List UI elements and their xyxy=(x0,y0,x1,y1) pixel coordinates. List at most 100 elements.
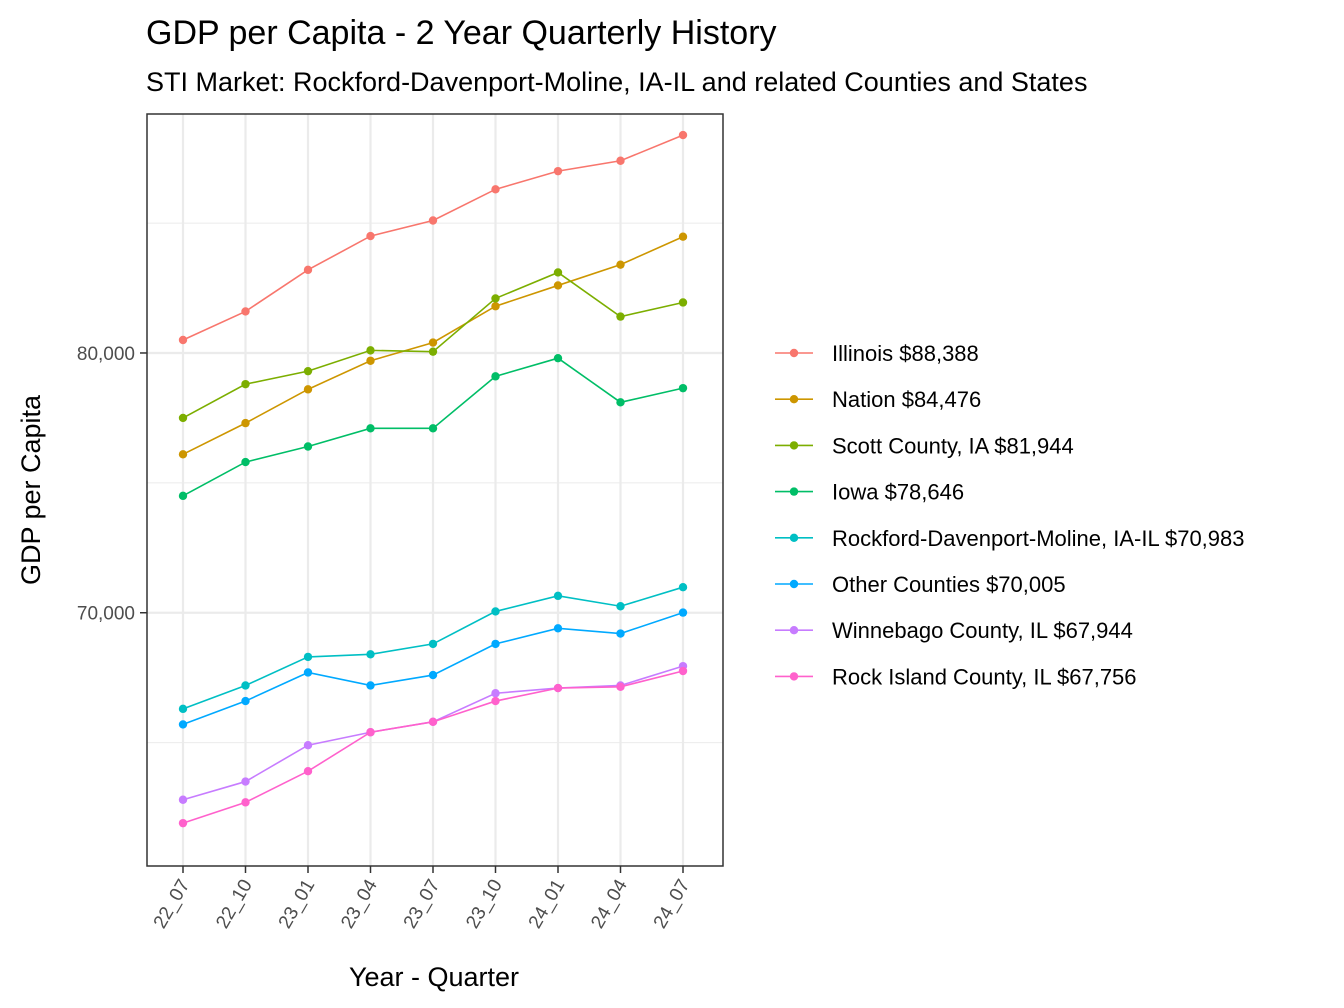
data-point xyxy=(616,398,625,407)
data-point xyxy=(491,185,500,194)
legend-key-point xyxy=(789,672,799,681)
legend-item: Iowa $78,646 xyxy=(775,480,964,505)
x-tick-label: 22_10 xyxy=(212,876,257,932)
legend-key-point xyxy=(789,533,799,542)
series-5 xyxy=(178,608,688,729)
data-point xyxy=(178,795,188,804)
data-point xyxy=(428,424,438,433)
data-point xyxy=(553,281,563,290)
legend-key-point xyxy=(789,441,799,450)
x-tick-label: 23_01 xyxy=(275,876,320,932)
data-point xyxy=(241,777,250,786)
data-point xyxy=(178,818,188,828)
x-tick-label: 24_04 xyxy=(587,876,632,933)
data-point xyxy=(553,166,563,176)
data-point xyxy=(366,231,375,241)
data-point xyxy=(616,682,625,691)
data-point xyxy=(553,268,563,277)
data-point xyxy=(678,583,688,592)
legend-item: Rockford-Davenport-Moline, IA-IL $70,983 xyxy=(775,526,1245,551)
series-2 xyxy=(178,268,688,423)
legend-item: Scott County, IA $81,944 xyxy=(775,433,1074,458)
series-layer xyxy=(178,130,688,828)
data-point xyxy=(678,383,688,393)
y-axis: 70,000 80,000 xyxy=(77,344,147,625)
data-point xyxy=(303,442,313,451)
chart-subtitle: STI Market: Rockford-Davenport-Moline, I… xyxy=(146,67,1087,97)
data-point xyxy=(366,346,375,355)
data-point xyxy=(178,450,188,459)
legend-label: Other Counties $70,005 xyxy=(832,572,1066,597)
y-tick-label: 70,000 xyxy=(77,604,135,625)
legend-item: Other Counties $70,005 xyxy=(775,572,1066,597)
y-axis-title: GDP per Capita xyxy=(16,394,46,585)
data-point xyxy=(241,681,250,690)
data-point xyxy=(491,639,500,649)
data-point xyxy=(553,591,563,601)
data-point xyxy=(553,683,563,693)
data-point xyxy=(678,608,688,617)
plot-background xyxy=(147,114,723,866)
data-point xyxy=(491,372,500,381)
data-point xyxy=(366,356,375,365)
plot-border xyxy=(146,113,724,867)
data-point xyxy=(178,720,188,729)
data-point xyxy=(303,265,313,275)
data-point xyxy=(616,312,625,321)
series-3 xyxy=(178,353,688,501)
legend-item: Rock Island County, IL $67,756 xyxy=(775,664,1137,689)
data-point xyxy=(241,379,250,389)
legend: Illinois $88,388 Nation $84,476 Scott Coun… xyxy=(775,341,1245,689)
y-tick-label: 80,000 xyxy=(77,344,135,365)
legend-key-point xyxy=(789,487,799,496)
legend-label: Winnebago County, IL $67,944 xyxy=(832,618,1133,643)
series-1 xyxy=(178,232,688,459)
data-point xyxy=(303,668,313,677)
data-point xyxy=(303,652,313,662)
x-tick-label: 23_10 xyxy=(462,876,507,932)
data-point xyxy=(553,624,563,633)
data-point xyxy=(241,696,250,706)
data-point xyxy=(178,704,188,714)
data-point xyxy=(241,418,250,428)
data-point xyxy=(178,335,188,345)
chart-title: GDP per Capita - 2 Year Quarterly Histor… xyxy=(146,14,777,52)
legend-label: Illinois $88,388 xyxy=(832,341,979,366)
legend-key-point xyxy=(789,579,799,589)
data-point xyxy=(491,294,500,303)
legend-label: Rockford-Davenport-Moline, IA-IL $70,983 xyxy=(832,526,1245,551)
data-point xyxy=(241,798,250,807)
data-point xyxy=(178,413,188,423)
data-point xyxy=(303,766,313,776)
legend-label: Rock Island County, IL $67,756 xyxy=(832,664,1137,689)
data-point xyxy=(428,717,438,727)
data-point xyxy=(178,491,188,501)
data-point xyxy=(616,260,625,269)
legend-key-point xyxy=(789,626,799,635)
data-point xyxy=(678,232,688,241)
data-point xyxy=(678,666,688,676)
data-point xyxy=(366,650,375,659)
data-point xyxy=(428,216,438,225)
legend-item: Nation $84,476 xyxy=(775,387,981,412)
legend-label: Nation $84,476 xyxy=(832,387,981,412)
data-point xyxy=(428,639,438,649)
data-point xyxy=(491,302,500,311)
data-point xyxy=(616,602,625,611)
x-tick-label: 22_07 xyxy=(150,876,195,932)
data-point xyxy=(616,156,625,165)
x-tick-label: 23_07 xyxy=(400,876,445,932)
data-point xyxy=(678,130,688,140)
data-point xyxy=(366,424,375,433)
data-point xyxy=(241,307,250,316)
data-point xyxy=(491,607,500,616)
data-point xyxy=(428,670,438,680)
legend-key-point xyxy=(789,395,799,404)
legend-item: Illinois $88,388 xyxy=(775,341,979,366)
data-point xyxy=(303,741,313,750)
data-point xyxy=(616,629,625,638)
data-point xyxy=(428,338,438,347)
x-tick-label: 23_04 xyxy=(337,876,382,933)
legend-label: Iowa $78,646 xyxy=(832,480,964,505)
